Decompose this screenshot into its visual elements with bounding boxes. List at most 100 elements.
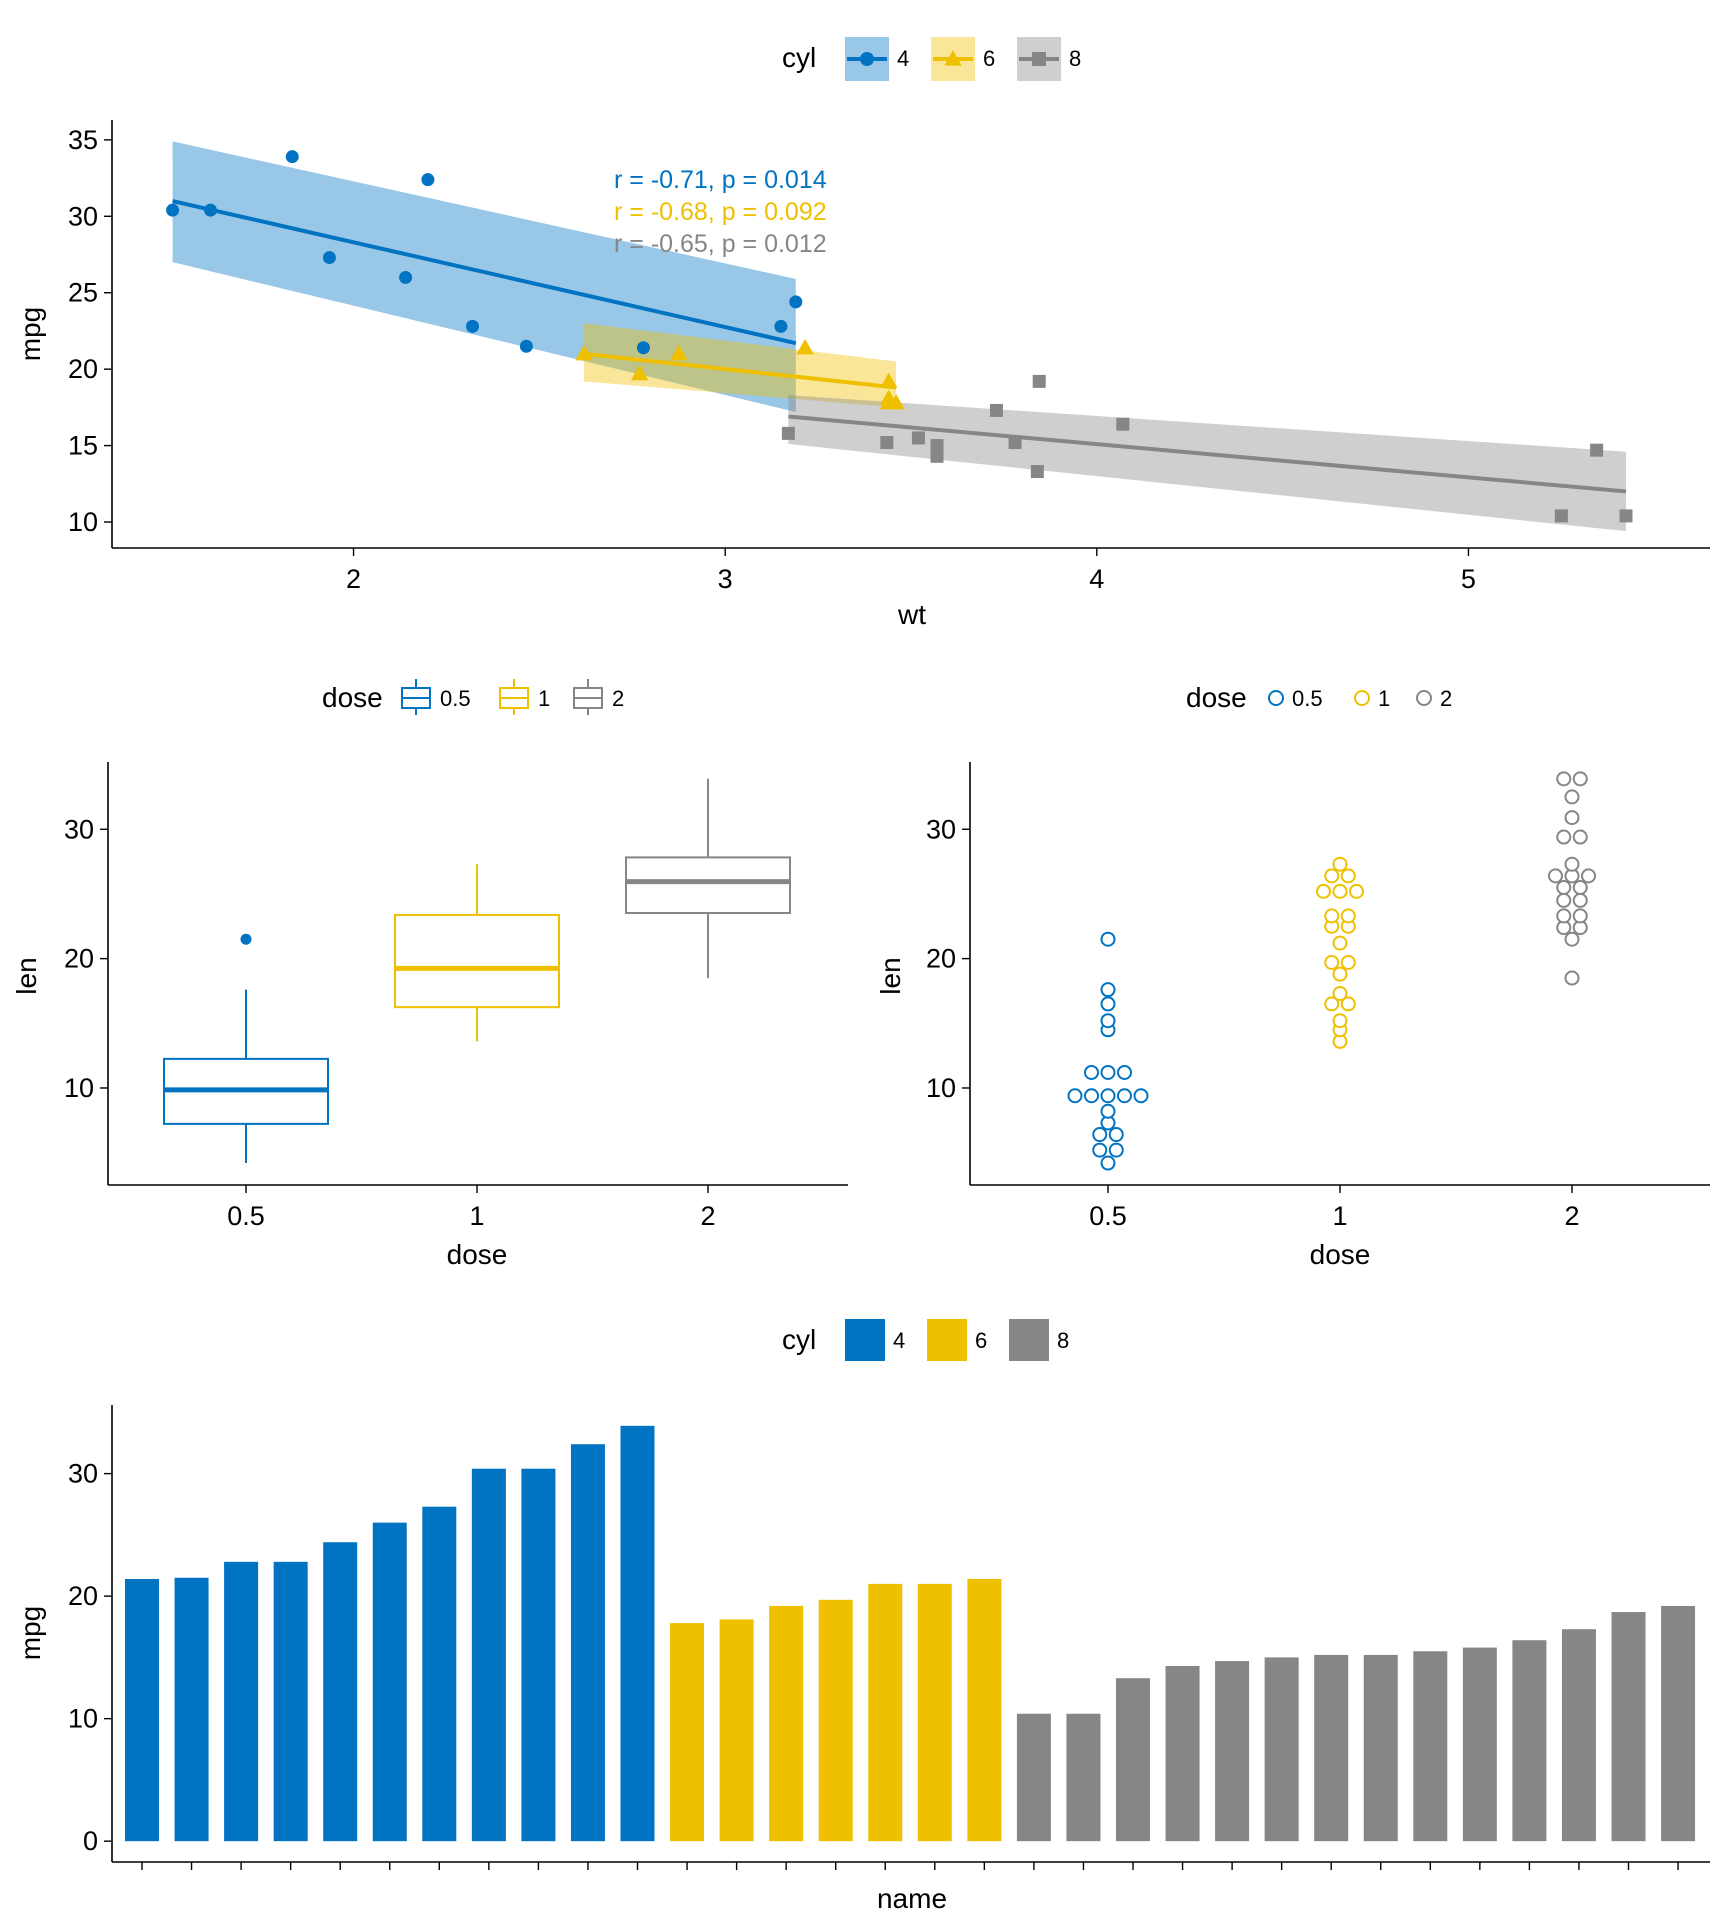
series-8 (788, 395, 1627, 532)
point-circle (519, 339, 533, 353)
bar (1016, 1713, 1051, 1842)
legend-item-8: 8 (1017, 37, 1081, 81)
confidence-band (788, 395, 1627, 532)
box-2 (625, 778, 791, 979)
y-axis-title: len (11, 957, 42, 994)
dot (1100, 1013, 1116, 1029)
point-square (1116, 417, 1130, 431)
dot (1324, 868, 1340, 884)
dot (1067, 1088, 1083, 1104)
y-tick-label: 10 (926, 1073, 956, 1103)
bar (174, 1577, 209, 1842)
dot (1340, 955, 1356, 971)
bar (719, 1619, 754, 1842)
bar (1462, 1647, 1497, 1842)
point-circle (166, 203, 180, 217)
point-square (1008, 436, 1022, 450)
y-tick-label: 30 (68, 201, 98, 231)
legend-label-2: 2 (1440, 686, 1452, 711)
point-circle (203, 203, 217, 217)
bar (769, 1605, 804, 1842)
dot-group-1 (1316, 856, 1364, 1049)
legend-label-0.5: 0.5 (440, 686, 471, 711)
dot (1349, 883, 1364, 899)
bar (422, 1506, 457, 1842)
regression-line (788, 414, 1627, 494)
x-axis-title: wt (897, 599, 926, 630)
confidence-band (583, 323, 897, 408)
legend-item-2: 2 (573, 679, 624, 715)
series-6-marks (575, 339, 905, 410)
dot (1324, 955, 1340, 971)
x-tick-label: 5 (1461, 564, 1476, 594)
bar (1611, 1612, 1646, 1842)
dot (1100, 1155, 1116, 1171)
dot (1556, 892, 1572, 908)
point-triangle (575, 345, 593, 361)
legend-item-2: 2 (1416, 686, 1452, 711)
legend-item-1: 1 (1354, 686, 1390, 711)
bar (1215, 1661, 1250, 1842)
dot (1581, 868, 1596, 884)
x-tick-label: 0.5 (1089, 1201, 1127, 1231)
y-tick-label: 30 (64, 814, 94, 844)
bar (273, 1561, 308, 1842)
dot (1100, 1064, 1116, 1080)
bar-group-6 (670, 1578, 1002, 1842)
legend-label-1: 1 (1378, 686, 1390, 711)
bar (570, 1444, 605, 1842)
y-tick-label: 30 (926, 814, 956, 844)
legend-key-circle (1354, 690, 1370, 706)
dot (1564, 970, 1580, 986)
legend-label-2: 2 (612, 686, 624, 711)
point-square (930, 449, 944, 463)
point-triangle (796, 339, 814, 355)
dot (1100, 931, 1116, 947)
correlation-label: r = -0.68, p = 0.092 (614, 198, 827, 226)
regression-line (583, 351, 897, 390)
bar-chart: cyl 4 6 8 0 10 20 30 name mpg (15, 1319, 1710, 1914)
point-square (989, 403, 1003, 417)
point-square (781, 426, 795, 440)
dot (1556, 829, 1572, 845)
point-circle (465, 319, 479, 333)
dot (1084, 1088, 1099, 1104)
legend-key-circle (1416, 690, 1432, 706)
bar (323, 1542, 358, 1842)
point-square (880, 436, 894, 450)
y-tick-label: 10 (68, 507, 98, 537)
point-square (1554, 509, 1568, 523)
y-tick-label: 10 (68, 1704, 98, 1734)
legend: cyl 4 6 8 (782, 37, 1081, 81)
y-tick-label: 20 (926, 944, 956, 974)
dot (1572, 908, 1588, 924)
dot (1108, 1127, 1124, 1143)
legend-label-8: 8 (1069, 46, 1081, 71)
dot (1340, 908, 1356, 924)
dot (1092, 1142, 1108, 1158)
legend-key-circle (1268, 690, 1284, 706)
dot (1332, 935, 1348, 951)
bar (1363, 1654, 1398, 1842)
point-triangle (879, 372, 898, 388)
regression-line (172, 199, 797, 346)
bar (1661, 1605, 1696, 1842)
dot (1548, 868, 1563, 884)
legend-title: cyl (782, 42, 816, 73)
dot (1564, 789, 1580, 805)
point-square (930, 439, 944, 453)
legend-label-0.5: 0.5 (1292, 686, 1323, 711)
dot (1332, 986, 1348, 1002)
dot (1084, 1064, 1099, 1080)
box-0.5 (163, 933, 329, 1164)
bar (224, 1561, 259, 1842)
correlation-label: r = -0.71, p = 0.014 (614, 166, 827, 194)
legend-key-swatch (927, 1319, 967, 1361)
legend: dose 0.5 1 2 (322, 679, 624, 715)
dot-group-0.5 (1067, 931, 1149, 1171)
dot (1332, 856, 1348, 872)
point-circle (399, 270, 413, 284)
outlier-point (240, 933, 252, 945)
dot (1108, 1142, 1124, 1158)
